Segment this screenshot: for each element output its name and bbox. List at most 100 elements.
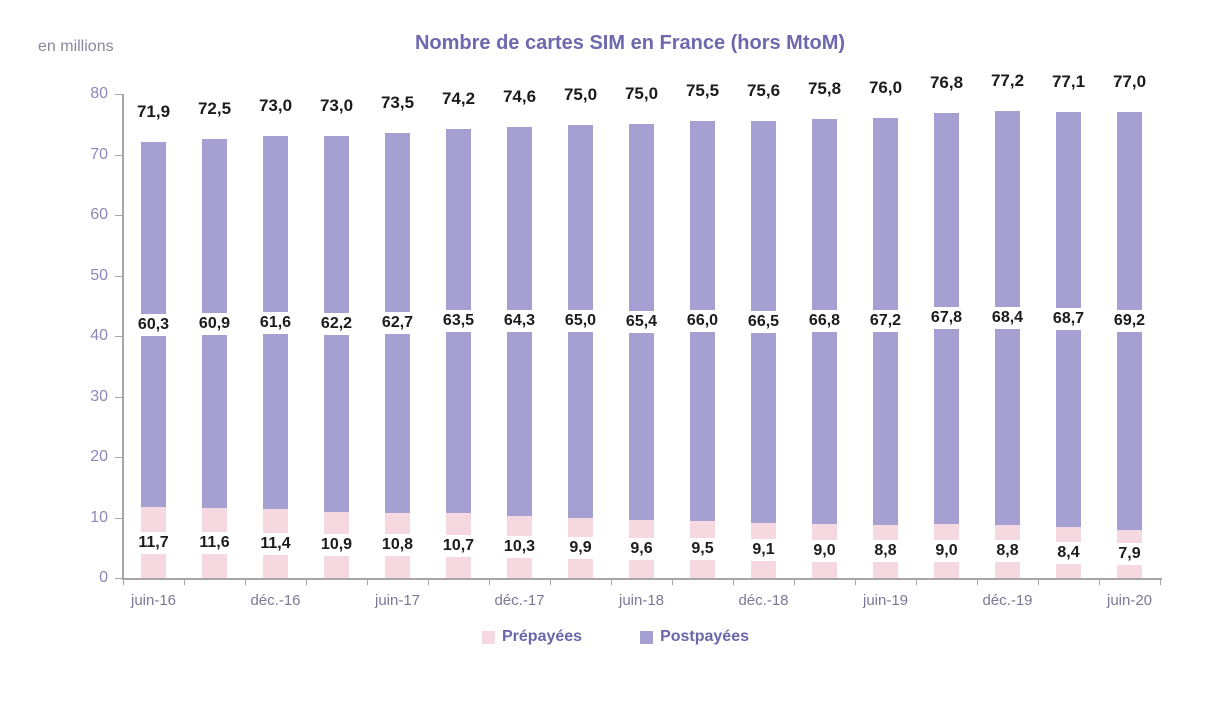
postpayees-data-label: 62,7 bbox=[376, 311, 419, 334]
legend-item-postpayees: Postpayées bbox=[640, 628, 749, 646]
y-axis-tick bbox=[115, 578, 122, 579]
legend-label: Postpayées bbox=[660, 628, 749, 645]
total-data-label: 73,5 bbox=[380, 93, 415, 113]
prepayees-data-label: 10,7 bbox=[437, 534, 480, 557]
postpayees-data-label: 65,0 bbox=[559, 310, 602, 333]
total-data-label: 75,6 bbox=[746, 80, 781, 100]
total-data-label: 75,0 bbox=[624, 84, 659, 104]
prepayees-data-label: 7,9 bbox=[1113, 543, 1146, 566]
legend: Prépayées Postpayées bbox=[0, 628, 1231, 646]
postpayees-data-label: 64,3 bbox=[498, 310, 541, 333]
prepayees-data-label: 9,5 bbox=[686, 538, 719, 561]
prepayees-data-label: 10,8 bbox=[376, 534, 419, 557]
y-axis-units-label: en millions bbox=[38, 38, 114, 55]
postpayees-data-label: 67,2 bbox=[864, 310, 907, 333]
postpayees-data-label: 61,6 bbox=[254, 311, 297, 334]
x-axis-tick bbox=[1160, 578, 1161, 585]
x-axis-tick bbox=[550, 578, 551, 585]
postpayees-data-label: 67,8 bbox=[925, 307, 968, 330]
total-data-label: 77,1 bbox=[1051, 71, 1086, 91]
x-axis-tick-label: déc.-16 bbox=[250, 592, 301, 609]
x-axis-tick bbox=[672, 578, 673, 585]
x-axis-tick-label: juin-19 bbox=[862, 592, 909, 609]
prepayees-data-label: 9,0 bbox=[808, 539, 841, 562]
total-data-label: 73,0 bbox=[319, 95, 354, 115]
postpayees-data-label: 63,5 bbox=[437, 310, 480, 333]
prepayees-data-label: 11,4 bbox=[255, 532, 296, 555]
x-axis-line bbox=[122, 578, 1162, 580]
y-axis-tick-label: 40 bbox=[90, 327, 108, 344]
postpayees-data-label: 66,0 bbox=[681, 309, 724, 332]
y-axis-tick bbox=[115, 275, 122, 277]
total-data-label: 73,0 bbox=[258, 96, 293, 116]
total-data-label: 77,0 bbox=[1112, 71, 1147, 91]
x-axis-tick bbox=[611, 578, 612, 585]
x-axis-tick bbox=[123, 578, 124, 585]
legend-swatch-icon bbox=[482, 630, 495, 644]
prepayees-data-label: 10,3 bbox=[498, 535, 541, 558]
x-axis-tick-label: juin-20 bbox=[1106, 592, 1153, 609]
x-axis-tick bbox=[916, 578, 917, 585]
y-axis-line bbox=[122, 94, 124, 579]
y-axis-tick bbox=[115, 215, 122, 216]
total-data-label: 72,5 bbox=[197, 99, 232, 119]
x-axis-tick bbox=[367, 578, 368, 585]
x-axis-tick bbox=[489, 578, 490, 585]
postpayees-data-label: 69,2 bbox=[1108, 309, 1151, 332]
y-axis-tick-label: 80 bbox=[90, 85, 108, 102]
x-axis-tick-label: déc.-18 bbox=[738, 592, 789, 609]
y-axis-tick bbox=[115, 336, 122, 337]
postpayees-data-label: 66,5 bbox=[742, 310, 785, 333]
total-data-label: 75,5 bbox=[685, 81, 720, 101]
x-axis-tick bbox=[855, 578, 856, 585]
y-axis-tick bbox=[115, 396, 122, 398]
prepayees-data-label: 11,6 bbox=[194, 531, 235, 554]
x-axis-tick bbox=[245, 578, 246, 585]
x-axis-tick bbox=[428, 578, 429, 585]
y-axis-tick-label: 20 bbox=[90, 448, 108, 465]
y-axis-tick bbox=[115, 94, 122, 95]
x-axis-tick-label: déc.-19 bbox=[982, 592, 1033, 609]
prepayees-data-label: 8,8 bbox=[869, 540, 902, 563]
x-axis-tick bbox=[1099, 578, 1100, 585]
x-axis-tick bbox=[1038, 578, 1039, 585]
total-data-label: 74,6 bbox=[502, 86, 537, 106]
postpayees-data-label: 65,4 bbox=[620, 311, 663, 334]
prepayees-data-label: 9,9 bbox=[564, 537, 597, 560]
prepayees-data-label: 11,7 bbox=[133, 531, 174, 554]
total-data-label: 76,0 bbox=[868, 78, 903, 98]
prepayees-data-label: 8,4 bbox=[1052, 541, 1085, 564]
y-axis-tick bbox=[115, 457, 122, 458]
chart-title: Nombre de cartes SIM en France (hors Mto… bbox=[414, 32, 846, 54]
y-axis-tick-label: 70 bbox=[90, 145, 108, 163]
postpayees-data-label: 62,2 bbox=[315, 312, 358, 335]
x-axis-tick-label: juin-18 bbox=[618, 592, 665, 609]
y-axis-tick-label: 10 bbox=[90, 508, 108, 526]
x-axis-tick-label: juin-16 bbox=[130, 592, 177, 609]
prepayees-data-label: 9,0 bbox=[930, 539, 963, 562]
total-data-label: 77,2 bbox=[990, 70, 1025, 90]
y-axis-tick bbox=[115, 154, 122, 156]
x-axis-tick-label: déc.-17 bbox=[494, 592, 545, 609]
y-axis-tick-label: 60 bbox=[90, 206, 108, 223]
x-axis-tick-label: juin-17 bbox=[374, 592, 421, 609]
y-axis-tick-label: 0 bbox=[99, 569, 108, 586]
prepayees-data-label: 8,8 bbox=[991, 540, 1024, 563]
y-axis-tick-label: 30 bbox=[90, 387, 108, 405]
total-data-label: 74,2 bbox=[441, 89, 476, 109]
postpayees-data-label: 68,7 bbox=[1047, 308, 1090, 331]
legend-label: Prépayées bbox=[502, 628, 583, 645]
x-axis-tick bbox=[306, 578, 307, 585]
total-data-label: 76,8 bbox=[929, 73, 964, 93]
x-axis-tick bbox=[794, 578, 795, 585]
x-axis-tick bbox=[977, 578, 978, 585]
y-axis-tick-label: 50 bbox=[90, 266, 108, 284]
total-data-label: 75,0 bbox=[563, 84, 598, 104]
x-axis-tick bbox=[184, 578, 185, 585]
postpayees-data-label: 66,8 bbox=[803, 310, 846, 333]
postpayees-data-label: 60,3 bbox=[132, 313, 175, 336]
prepayees-data-label: 9,6 bbox=[625, 537, 658, 560]
prepayees-data-label: 9,1 bbox=[747, 539, 780, 562]
plot-area: 71,9 60,3 11,7 72,5 60,9 11,6 73,0 61,6 11,4 73,0… bbox=[122, 71, 1160, 578]
